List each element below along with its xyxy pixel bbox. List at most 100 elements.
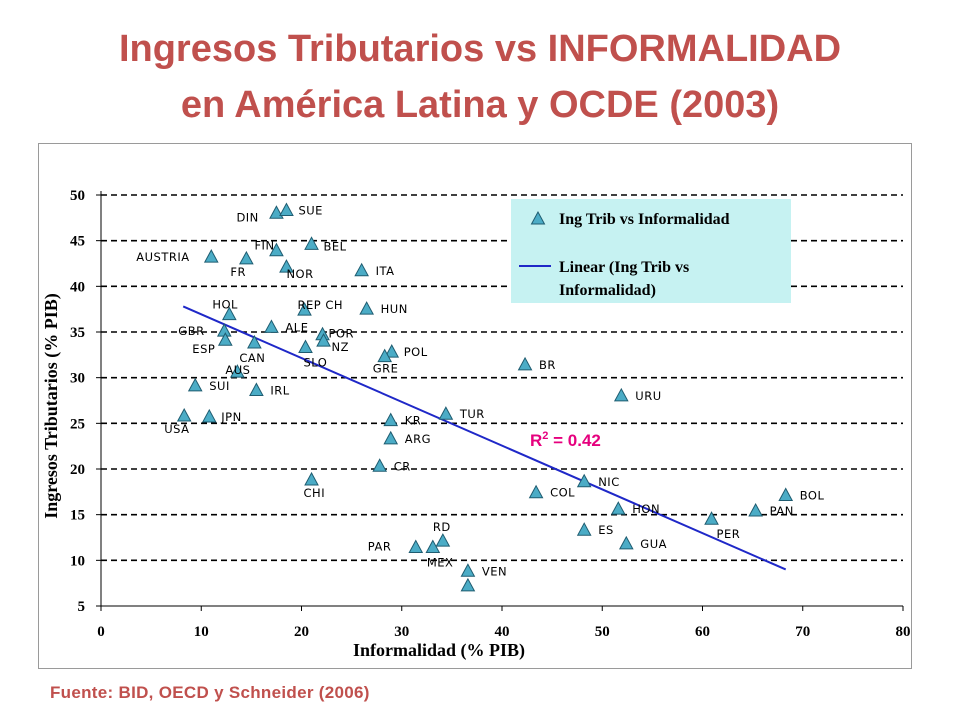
y-tick-label: 10 <box>70 553 85 569</box>
data-label: POR <box>329 327 354 341</box>
legend-box <box>511 199 791 303</box>
data-label: BOL <box>800 488 825 502</box>
data-point-ita <box>354 262 369 277</box>
data-point-kr <box>383 412 399 427</box>
y-tick-label: 50 <box>70 188 85 204</box>
data-point-fin <box>269 242 284 257</box>
data-label: CR <box>394 459 411 473</box>
data-point-pan <box>748 502 763 517</box>
page-title-line-2: en América Latina y OCDE (2003) <box>180 84 780 126</box>
data-label: SUI <box>209 379 230 393</box>
data-label: PAN <box>770 504 794 518</box>
data-point-pol <box>384 344 400 358</box>
data-point-rd <box>435 533 451 547</box>
data-label: KR <box>405 414 422 428</box>
r2-prefix: R <box>530 431 542 450</box>
axes: 5 10 15 20 25 30 35 40 45 50 0 10 20 30 40 50 60 70 80 <box>70 188 911 640</box>
legend: Ing Trib vs Informalidad Linear (Ing Trib… <box>511 199 791 303</box>
data-label: ALE <box>285 320 308 334</box>
legend-trend-label-1: Linear (Ing Trib vs <box>559 259 689 276</box>
data-point-ven <box>460 563 476 577</box>
data-label: TUR <box>459 407 485 421</box>
y-tick-label: 35 <box>70 325 85 341</box>
data-point-jpn <box>201 408 217 423</box>
data-point-austria <box>203 249 219 263</box>
data-label: USA <box>164 422 189 436</box>
data-label: GBR <box>178 324 204 338</box>
data-point-nz <box>316 333 331 347</box>
data-label: URU <box>635 389 661 403</box>
x-tick-label: 80 <box>896 624 911 640</box>
data-label: ESP <box>192 342 215 356</box>
data-label: COL <box>550 486 575 500</box>
data-point-chi <box>304 471 319 486</box>
data-point-hon <box>610 501 626 515</box>
data-point-irl <box>249 382 264 396</box>
data-point-fr <box>239 250 254 265</box>
data-label: RD <box>433 520 451 534</box>
data-label: AUSTRIA <box>136 250 189 264</box>
data-point-uru <box>613 387 629 402</box>
chart-area: 5 10 15 20 25 30 35 40 45 50 0 10 20 30 40 50 60 70 80 DIN… <box>38 143 912 669</box>
data-label: HUN <box>381 302 408 316</box>
data-point-tur <box>438 406 454 420</box>
data-label: IRL <box>270 383 289 397</box>
data-label: JPN <box>220 410 241 424</box>
legend-trend-label-2: Informalidad) <box>559 282 656 299</box>
data-label: CHI <box>304 486 326 500</box>
y-tick-label: 20 <box>70 462 85 478</box>
y-axis-title: Ingresos Tributarios (% PIB) <box>41 293 62 519</box>
data-label: FIN <box>254 239 274 253</box>
data-point-per <box>704 511 719 525</box>
data-point-can <box>247 334 262 349</box>
x-tick-label: 10 <box>194 624 209 640</box>
y-tick-label: 40 <box>70 279 85 295</box>
data-point-mex <box>425 539 441 554</box>
data-label: MEX <box>427 556 454 570</box>
data-point-sue <box>279 202 294 217</box>
data-point-aus <box>230 364 245 378</box>
data-point-es <box>576 522 592 536</box>
data-label: ES <box>598 523 614 537</box>
trendline-layer <box>182 305 787 571</box>
data-label: PER <box>717 527 741 541</box>
data-point-arg <box>383 430 399 445</box>
x-tick-label: 50 <box>595 624 610 640</box>
y-tick-label: 30 <box>70 371 85 387</box>
data-point-ale <box>264 319 279 333</box>
x-tick-label: 40 <box>495 624 510 640</box>
x-tick-label: 0 <box>97 624 105 640</box>
data-label: BEL <box>324 239 347 253</box>
data-point-nor <box>279 259 294 273</box>
data-point-usa <box>176 407 192 422</box>
data-point-par <box>408 539 424 554</box>
data-point-hun <box>359 301 375 315</box>
data-label: NIC <box>598 475 620 489</box>
legend-series-label: Ing Trib vs Informalidad <box>559 211 730 228</box>
data-label: SUE <box>298 204 322 218</box>
data-label: HOL <box>212 298 238 312</box>
y-tick-label: 15 <box>70 508 85 524</box>
legend-marker-icon <box>530 210 546 225</box>
data-label: NOR <box>286 267 313 281</box>
data-point-cr <box>372 458 388 472</box>
data-label: VEN <box>482 564 507 578</box>
data-point-br <box>517 356 533 371</box>
scatter-chart: 5 10 15 20 25 30 35 40 45 50 0 10 20 30 40 50 60 70 80 DIN… <box>41 188 911 661</box>
data-point-esp <box>217 332 233 346</box>
data-label: ITA <box>376 264 395 278</box>
data-point-col <box>528 484 544 499</box>
data-point-gre <box>377 348 393 363</box>
y-tick-label: 45 <box>70 234 85 250</box>
y-tick-label: 5 <box>78 599 86 615</box>
r2-value: = 0.42 <box>548 431 600 450</box>
data-label: AUS <box>225 363 250 377</box>
data-label: DIN <box>236 210 258 224</box>
data-point-sui <box>187 377 203 392</box>
data-label: HON <box>632 502 660 516</box>
page-title-line-1: Ingresos Tributarios vs INFORMALIDAD <box>118 28 842 70</box>
data-point-unlabeled-44 <box>460 577 476 592</box>
data-label: GUA <box>640 537 667 551</box>
data-label: BR <box>539 358 556 372</box>
data-point-bel <box>304 236 319 250</box>
